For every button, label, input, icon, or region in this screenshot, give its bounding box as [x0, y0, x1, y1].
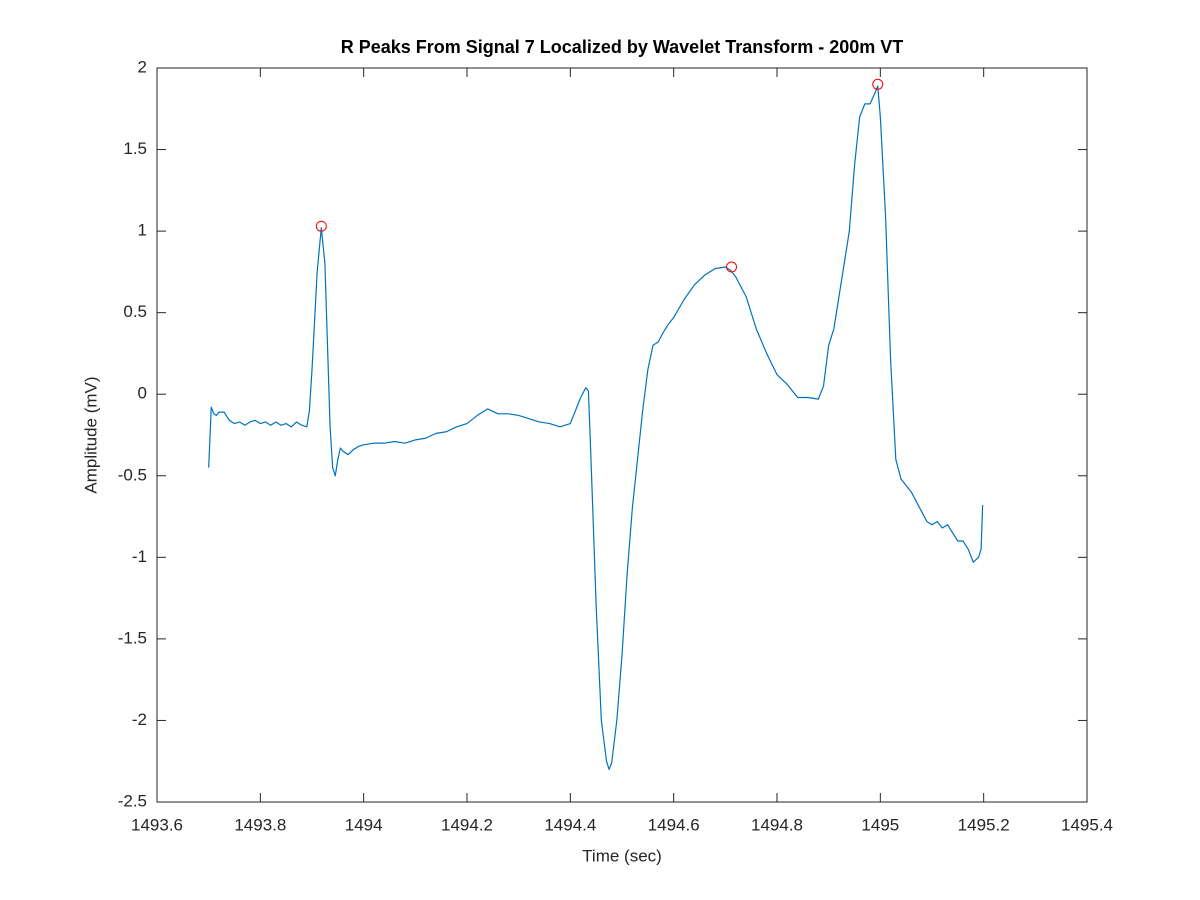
x-tick-label: 1495 [861, 815, 899, 834]
chart-title: R Peaks From Signal 7 Localized by Wavel… [341, 37, 904, 57]
peak-marker [726, 261, 738, 273]
y-tick-label: -1.5 [118, 628, 147, 647]
signal-line [208, 85, 984, 770]
x-tick-label: 1495.2 [958, 815, 1010, 834]
plot-area [156, 67, 1088, 803]
peak-marker [315, 220, 327, 232]
x-tick-label: 1494.6 [648, 815, 700, 834]
y-tick-label: -2 [132, 710, 147, 729]
peak-marker [872, 78, 884, 90]
x-tick-label: 1494.4 [544, 815, 596, 834]
y-tick-label: 2 [138, 57, 147, 76]
y-tick-label: -2.5 [118, 791, 147, 810]
y-tick-label: -0.5 [118, 465, 147, 484]
x-tick-label: 1494.2 [441, 815, 493, 834]
y-tick-label: 0 [138, 384, 147, 403]
x-tick-label: 1494 [345, 815, 383, 834]
x-axis-label: Time (sec) [582, 846, 662, 865]
x-tick-label: 1495.4 [1061, 815, 1113, 834]
y-tick-label: 1.5 [123, 139, 147, 158]
y-axis-label: Amplitude (mV) [81, 376, 100, 493]
y-tick-label: 1 [138, 221, 147, 240]
y-tick-label: -1 [132, 547, 147, 566]
x-tick-label: 1493.6 [131, 815, 183, 834]
x-tick-label: 1493.8 [234, 815, 286, 834]
y-tick-label: 0.5 [123, 302, 147, 321]
x-tick-label: 1494.8 [751, 815, 803, 834]
